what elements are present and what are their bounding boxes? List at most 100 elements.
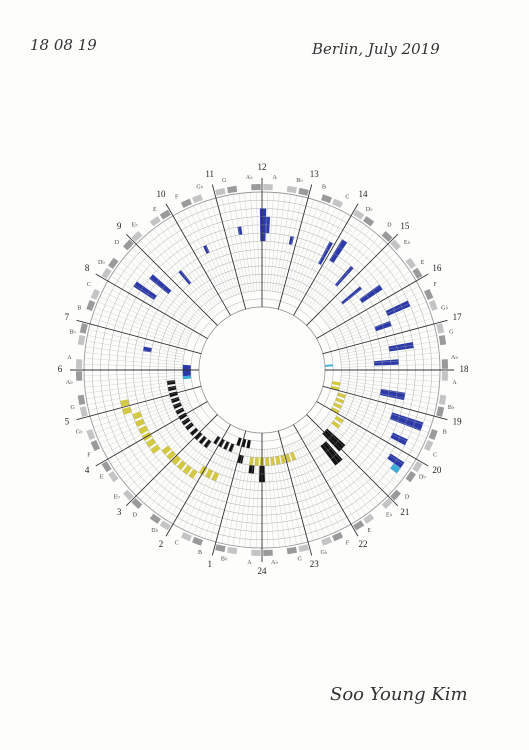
- fine-line: [279, 447, 303, 544]
- cell: [254, 457, 259, 466]
- cell: [322, 428, 346, 452]
- hour-label: 23: [310, 559, 320, 569]
- hour-line: [306, 233, 399, 326]
- fine-line: [324, 261, 404, 322]
- band-segment: [390, 239, 401, 251]
- cell: [241, 438, 247, 448]
- fine-line: [340, 346, 439, 360]
- cell: [246, 439, 251, 449]
- fine-line: [113, 270, 197, 326]
- fine-line: [85, 346, 184, 360]
- fine-line: [140, 427, 208, 501]
- note-label: B: [198, 550, 202, 556]
- fine-line: [210, 445, 240, 541]
- fine-line: [292, 205, 331, 297]
- fine-line: [193, 443, 232, 535]
- fine-line: [88, 329, 185, 353]
- cell: [188, 468, 198, 479]
- fine-line: [250, 192, 257, 291]
- fine-line: [339, 335, 437, 355]
- band-segment: [405, 471, 416, 483]
- fine-line: [339, 385, 437, 405]
- band-segment: [428, 300, 438, 311]
- hour-label: 2: [159, 539, 164, 549]
- fine-line: [131, 248, 205, 316]
- note-label: A: [272, 175, 277, 181]
- place: Berlin, July 2019: [311, 40, 440, 58]
- fine-line: [85, 380, 184, 394]
- hour-label: 13: [310, 169, 320, 179]
- hour-label: 15: [400, 221, 410, 231]
- cell: [320, 441, 343, 466]
- hour-label: 14: [359, 189, 369, 199]
- note-label: G: [71, 405, 76, 411]
- fine-line: [299, 212, 347, 301]
- note-label: E: [153, 207, 157, 213]
- cell: [331, 381, 341, 386]
- cell: [189, 427, 199, 436]
- fine-line: [124, 256, 201, 320]
- fine-line: [227, 195, 247, 293]
- cell: [182, 364, 192, 377]
- fine-line: [333, 404, 422, 449]
- fine-line: [267, 449, 274, 548]
- band-segment: [423, 440, 434, 452]
- band-segment: [79, 406, 88, 417]
- note-label: B: [77, 305, 81, 311]
- fine-line: [238, 193, 252, 292]
- hour-label: 21: [400, 507, 409, 517]
- fine-line: [162, 221, 218, 305]
- fine-line: [274, 448, 292, 546]
- band-segment: [436, 406, 445, 417]
- fine-line: [336, 307, 429, 343]
- fine-line: [341, 358, 440, 365]
- fine-line: [323, 256, 400, 320]
- cell: [390, 463, 401, 474]
- cell: [373, 359, 399, 366]
- note-label: E♭: [386, 511, 393, 518]
- fine-line: [331, 407, 420, 455]
- hour-line: [211, 430, 247, 556]
- band-segment: [405, 257, 416, 269]
- band-segment: [131, 231, 143, 242]
- band-segment: [180, 531, 192, 542]
- fine-line: [104, 407, 193, 455]
- cell: [329, 239, 348, 263]
- band-segment: [428, 429, 438, 440]
- note-label: D♭: [151, 527, 158, 534]
- fine-line: [221, 447, 245, 544]
- fine-line: [336, 397, 429, 433]
- note-label: F: [346, 540, 350, 546]
- fine-line: [204, 445, 237, 539]
- note-label: E: [421, 260, 425, 266]
- cell: [166, 380, 176, 385]
- note-label: B♭: [448, 404, 455, 411]
- band-segment: [381, 498, 393, 509]
- fine-line: [264, 192, 268, 291]
- note-label: A♭: [66, 379, 73, 386]
- band-segment: [321, 536, 332, 546]
- fine-line: [337, 395, 431, 428]
- fine-line: [110, 275, 195, 329]
- hour-line: [306, 414, 399, 507]
- note-label: A: [67, 355, 72, 361]
- note-label: A: [452, 380, 457, 386]
- band-segment: [321, 194, 332, 204]
- fine-line: [128, 422, 203, 488]
- fine-line: [110, 411, 195, 465]
- fine-line: [102, 291, 191, 336]
- hour-line: [322, 385, 448, 421]
- cell: [182, 375, 192, 380]
- band-segment: [79, 323, 88, 334]
- note-label: A♭: [451, 354, 458, 361]
- cell: [385, 300, 411, 316]
- fine-line: [267, 192, 274, 291]
- hour-line: [293, 203, 359, 316]
- fine-line: [326, 266, 407, 324]
- fine-line: [269, 449, 280, 548]
- band-segment: [298, 187, 309, 196]
- note-label: G: [222, 178, 227, 184]
- band-segment: [286, 546, 298, 555]
- cell: [203, 244, 210, 254]
- note-label: G♭: [441, 304, 448, 311]
